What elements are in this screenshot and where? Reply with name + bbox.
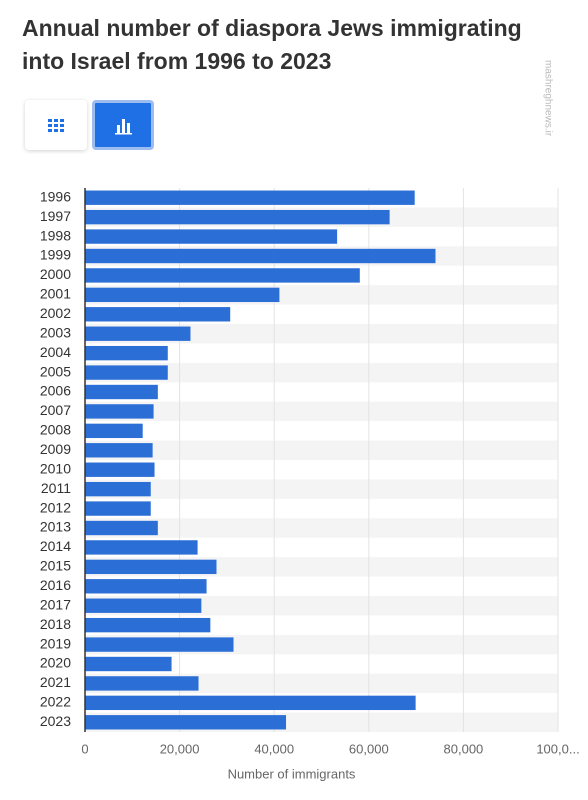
x-tick-label: 40,000 xyxy=(254,741,294,756)
bar xyxy=(85,540,198,555)
y-tick-label: 2015 xyxy=(40,558,71,574)
bar xyxy=(85,423,143,439)
watermark: mashreghnews.ir xyxy=(542,60,553,137)
bar xyxy=(85,190,415,205)
y-tick-label: 2010 xyxy=(40,460,71,476)
bar xyxy=(85,404,154,419)
bar xyxy=(85,579,207,594)
y-tick-label: 2005 xyxy=(40,363,71,379)
bar xyxy=(85,443,153,458)
chart-icon xyxy=(115,119,132,135)
y-tick-label: 2018 xyxy=(40,616,71,632)
bar xyxy=(85,345,168,361)
y-tick-label: 2000 xyxy=(40,266,71,282)
title: Annual number of diaspora Jews immigrati… xyxy=(22,15,522,74)
y-tick-label: 2019 xyxy=(40,635,71,651)
bar xyxy=(85,307,231,322)
bar xyxy=(85,268,360,283)
y-tick-label: 2001 xyxy=(40,286,71,302)
bar xyxy=(85,229,338,244)
bar xyxy=(85,637,234,652)
chart-view-button[interactable] xyxy=(92,100,154,150)
y-tick-label: 2022 xyxy=(40,694,71,710)
x-tick-label: 20,000 xyxy=(160,741,200,756)
y-tick-label: 2023 xyxy=(40,713,71,729)
bar xyxy=(85,656,172,672)
y-tick-label: 2006 xyxy=(40,383,71,399)
y-tick-label: 2021 xyxy=(40,674,71,690)
bar xyxy=(85,695,416,711)
bar xyxy=(85,481,151,497)
bar xyxy=(85,715,287,730)
y-tick-label: 2017 xyxy=(40,596,71,612)
y-tick-label: 1997 xyxy=(40,208,71,224)
row-stripe xyxy=(85,518,558,538)
y-tick-label: 2003 xyxy=(40,324,71,340)
row-stripe xyxy=(85,673,558,694)
x-axis-label: Number of immigrants xyxy=(228,766,356,781)
row-stripe xyxy=(85,479,558,499)
x-tick-label: 60,000 xyxy=(349,741,389,756)
row-stripe xyxy=(85,440,558,460)
y-tick-label: 2011 xyxy=(41,480,71,496)
y-tick-label: 1998 xyxy=(40,227,71,243)
x-tick-label: 80,000 xyxy=(444,741,484,756)
bar xyxy=(85,365,168,380)
bar xyxy=(85,248,436,264)
bar xyxy=(85,598,202,613)
row-stripe xyxy=(85,401,558,422)
y-tick-label: 2004 xyxy=(40,344,71,360)
x-tick-label: 100,0... xyxy=(536,741,579,756)
y-tick-label: 2013 xyxy=(40,519,71,535)
y-tick-label: 2016 xyxy=(40,577,71,593)
bar xyxy=(85,384,158,400)
y-tick-label: 2002 xyxy=(40,305,71,321)
bar xyxy=(85,559,217,575)
row-stripe xyxy=(85,596,558,616)
bar xyxy=(85,462,155,477)
x-tick-label: 0 xyxy=(81,741,88,756)
bar xyxy=(85,617,211,633)
y-tick-label: 1999 xyxy=(40,247,71,263)
y-tick-label: 1996 xyxy=(40,188,71,204)
y-tick-label: 2007 xyxy=(40,402,71,418)
table-icon xyxy=(48,119,64,132)
table-view-button[interactable] xyxy=(25,100,87,150)
bar xyxy=(85,209,390,225)
y-tick-label: 2014 xyxy=(40,538,71,554)
y-tick-label: 2009 xyxy=(40,441,71,457)
bar xyxy=(85,520,158,536)
bar xyxy=(85,287,280,303)
y-tick-label: 2008 xyxy=(40,422,71,438)
y-tick-label: 2020 xyxy=(40,655,71,671)
row-stripe xyxy=(85,362,558,383)
bar xyxy=(85,326,191,341)
bar xyxy=(85,501,151,516)
row-stripe xyxy=(85,324,558,344)
bar xyxy=(85,676,199,691)
y-tick-label: 2012 xyxy=(40,499,71,515)
